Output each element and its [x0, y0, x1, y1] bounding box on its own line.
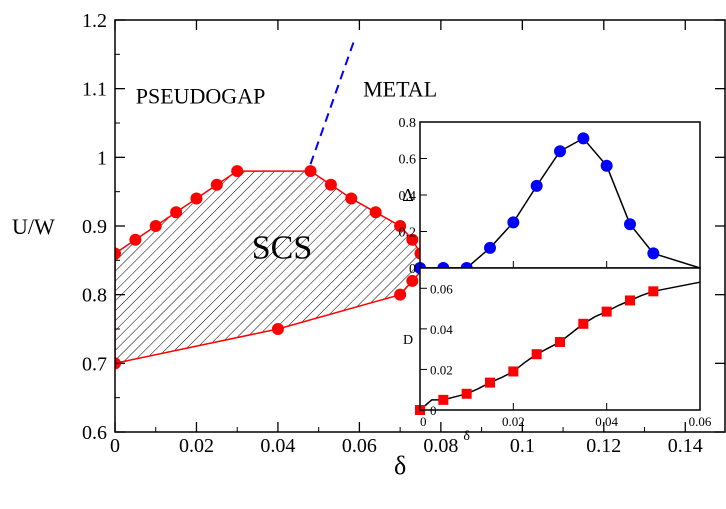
main-y-tick-label-0: 0.6	[82, 422, 107, 444]
main-x-tick-label-7: 0.14	[668, 435, 703, 457]
scs-boundary-point-12	[406, 233, 419, 246]
inset-top-y-tick-label-0: 0	[409, 262, 416, 277]
main-y-tick-label-6: 1.2	[82, 10, 107, 32]
main-y-tick-label-1: 0.7	[82, 353, 107, 375]
main-y-tick-label-5: 1.1	[82, 79, 107, 101]
main-phase-diagram	[115, 36, 431, 370]
inset-bottom-x-tick-label-0: 0	[420, 414, 427, 429]
inset-bottom-y-tick-label-0: 0	[430, 403, 437, 418]
delta-point-10	[647, 247, 660, 260]
main-x-tick-label-2: 0.04	[260, 435, 295, 457]
inset-bottom-x-tick-label-1: 0.02	[502, 414, 525, 429]
delta-point-6	[554, 145, 566, 158]
inset-bottom-x-tick-label-2: 0.04	[595, 414, 618, 429]
inset-bottom-y-tick-label-3: 0.06	[430, 281, 453, 296]
scs-boundary-point-1	[129, 233, 142, 246]
main-x-tick-label-3: 0.06	[342, 435, 377, 457]
d-point-2	[461, 388, 472, 399]
scs-boundary-point-15	[406, 274, 419, 287]
scs-boundary-point-8	[324, 178, 337, 191]
scs-boundary-point-4	[190, 192, 203, 205]
scs-boundary-point-5	[210, 178, 223, 191]
annotation-scs: SCS	[252, 230, 313, 267]
inset-bottom-y-tick-label-1: 0.02	[430, 362, 453, 377]
main-y-tick-label-3: 0.9	[82, 216, 107, 238]
scs-boundary-point-0	[115, 247, 121, 260]
d-point-8	[601, 306, 612, 317]
scs-boundary-point-3	[170, 206, 183, 219]
scs-boundary-point-6	[231, 165, 244, 178]
inset-top-y-axis-label: Δ	[402, 185, 414, 205]
d-curve-line	[419, 281, 701, 411]
scs-boundary-point-16	[394, 288, 407, 301]
scs-hatch-fill	[115, 171, 425, 364]
inset-top-y-tick-label-3: 0.6	[399, 153, 417, 168]
d-point-5	[531, 349, 542, 360]
main-y-axis-label: U/W	[12, 214, 55, 239]
main-axis-ticks: 0 0.02 0.04 0.06 0.08 0.1 0.12 0.14 0.6 0.7 0.8 0.9…	[82, 10, 725, 457]
delta-point-8	[600, 159, 613, 172]
main-x-tick-label-6: 0.12	[586, 435, 621, 457]
inset-bottom-frame	[419, 267, 701, 411]
main-x-tick-label-1: 0.02	[179, 435, 214, 457]
delta-point-9	[624, 218, 636, 231]
scs-boundary-point-17	[271, 323, 284, 335]
inset-top-y-tick-label-4: 0.8	[399, 116, 417, 131]
main-y-tick-label-2: 0.8	[82, 285, 107, 307]
inset-bottom-x-tick-label-3: 0.06	[689, 414, 712, 429]
d-point-10	[648, 286, 659, 297]
annotation-metal: METAL	[363, 77, 437, 102]
inset-bottom-d: 0 0.02 0.04 0.06 0 0.02 0.04 0.06	[415, 267, 712, 429]
delta-point-5	[530, 179, 543, 192]
main-x-tick-label-4: 0.08	[423, 435, 458, 457]
delta-point-7	[577, 132, 590, 145]
d-point-6	[555, 337, 565, 348]
inset-top-y-tick-label-1: 0.2	[399, 226, 417, 241]
inset-top-y-tick-label-2: 0.4	[399, 189, 417, 204]
scs-boundary-point-10	[369, 206, 382, 219]
delta-point-3	[484, 241, 496, 254]
scs-boundary-point-9	[345, 192, 358, 205]
pseudogap-metal-dashed-line	[309, 36, 357, 165]
d-point-7	[578, 318, 589, 329]
annotation-pseudogap: PSEUDOGAP	[136, 84, 266, 109]
scs-boundary-point-11	[394, 220, 407, 232]
inset-top-delta: 0 0.2 0.4 0.6 0.8	[399, 116, 701, 277]
scs-hatched-region	[115, 171, 425, 364]
inset-top-background	[420, 122, 700, 268]
main-y-tick-label-4: 1	[97, 147, 107, 169]
delta-point-4	[507, 216, 520, 229]
d-point-4	[508, 366, 519, 377]
d-point-1	[438, 394, 449, 405]
d-point-9	[625, 295, 635, 306]
inset-bottom-x-axis-label: δ	[463, 429, 470, 444]
main-x-axis-label: δ	[394, 451, 406, 480]
main-x-tick-label-5: 0.1	[510, 435, 535, 457]
inset-bottom-y-axis-label: D	[403, 333, 413, 348]
scs-boundary-point-2	[149, 220, 162, 232]
main-markers	[115, 165, 431, 370]
inset-bottom-y-tick-label-2: 0.04	[430, 322, 453, 337]
d-point-3	[485, 377, 495, 388]
main-x-tick-label-0: 0	[110, 435, 120, 457]
scs-boundary-point-7	[304, 165, 317, 178]
